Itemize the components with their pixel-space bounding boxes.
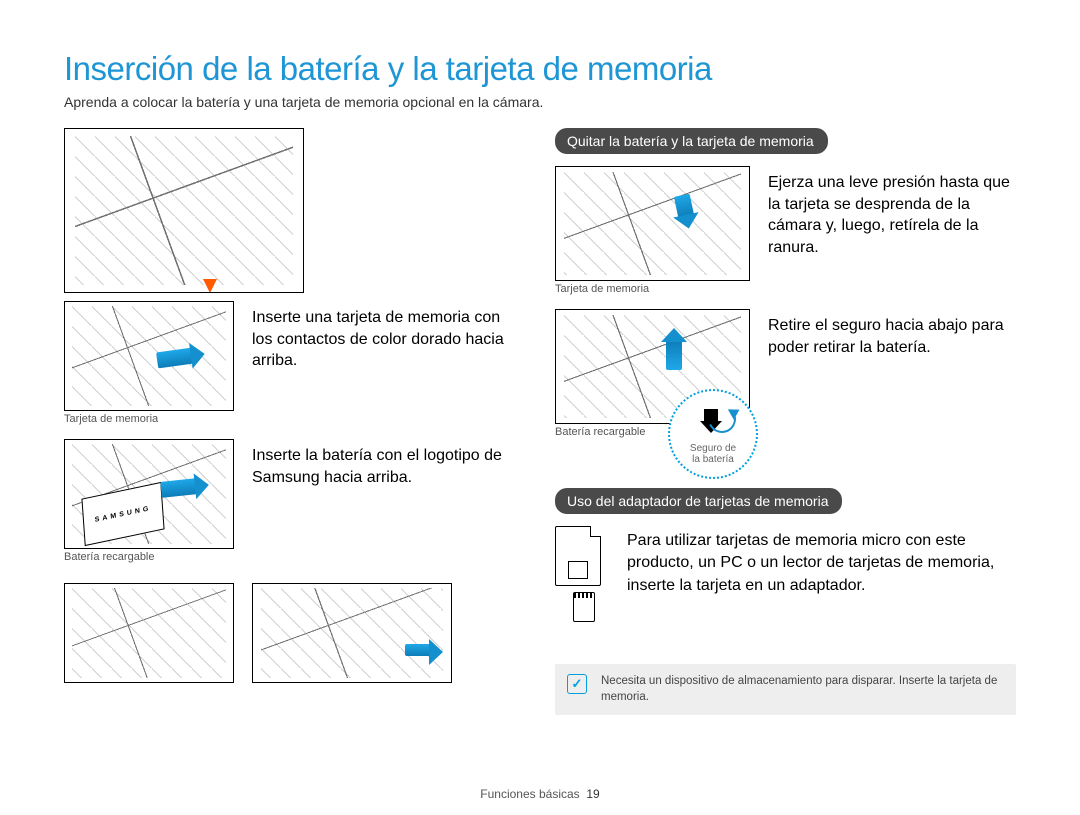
diagram-insert-battery: SAMSUNG [64, 439, 234, 549]
page-footer: Funciones básicas 19 [0, 787, 1080, 801]
note-icon: ✓ [567, 674, 587, 694]
text-insert-battery: Inserte la batería con el logotipo de Sa… [252, 439, 512, 488]
note-text: Necesita un dispositivo de almacenamient… [601, 675, 997, 703]
footer-page-number: 19 [586, 787, 599, 801]
text-adapter: Para utilizar tarjetas de memoria micro … [627, 526, 1016, 597]
left-column: Tarjeta de memoria Inserte una tarjeta d… [64, 128, 525, 715]
diagram-camera-bottom [64, 128, 304, 293]
diagram-sd-adapter [555, 526, 613, 646]
heading-remove: Quitar la batería y la tarjeta de memori… [555, 128, 828, 154]
lock-label-2: la batería [692, 454, 734, 465]
battery-lock-callout: Seguro de la batería [668, 389, 758, 479]
text-remove-card: Ejerza una leve presión hasta que la tar… [768, 166, 1016, 258]
footer-section: Funciones básicas [480, 787, 579, 801]
diagram-close-cover-2 [252, 583, 452, 683]
diagram-insert-card [64, 301, 234, 411]
lock-label-1: Seguro de [690, 443, 736, 454]
diagram-remove-card [555, 166, 750, 281]
arrow-open-cover-icon [203, 279, 217, 293]
page-subtitle: Aprenda a colocar la batería y una tarje… [64, 94, 1016, 110]
micro-sd-icon [573, 592, 595, 622]
arrow-slide-cover-icon [405, 644, 431, 656]
text-insert-card: Inserte una tarjeta de memoria con los c… [252, 301, 512, 372]
caption-battery: Batería recargable [64, 551, 234, 563]
right-column: Quitar la batería y la tarjeta de memori… [555, 128, 1016, 715]
arrow-battery-up-icon [666, 340, 682, 370]
heading-adapter: Uso del adaptador de tarjetas de memoria [555, 488, 842, 514]
note-box: ✓ Necesita un dispositivo de almacenamie… [555, 664, 1016, 715]
caption-memory-card-remove: Tarjeta de memoria [555, 283, 750, 295]
diagram-close-cover-1 [64, 583, 234, 683]
sd-card-icon [555, 526, 601, 586]
page-title: Inserción de la batería y la tarjeta de … [64, 50, 1016, 88]
text-remove-battery: Retire el seguro hacia abajo para poder … [768, 309, 1016, 358]
caption-memory-card: Tarjeta de memoria [64, 413, 234, 425]
